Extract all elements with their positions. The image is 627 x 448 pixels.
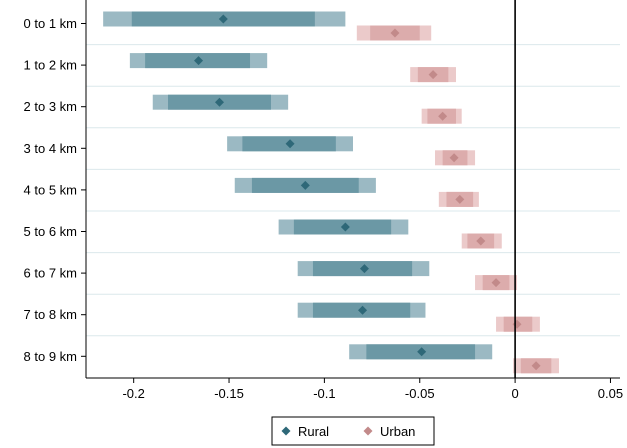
x-tick-label: -0.15 <box>214 386 244 401</box>
urban-estimate-marker <box>390 28 400 38</box>
urban-estimate-marker <box>455 194 465 204</box>
y-tick-label: 4 to 5 km <box>24 182 77 197</box>
rural-estimate-marker <box>194 56 204 66</box>
urban-estimate-marker <box>449 153 459 163</box>
urban-estimate-marker <box>428 70 438 80</box>
urban-estimate-marker <box>491 278 501 288</box>
y-tick-label: 7 to 8 km <box>24 307 77 322</box>
legend-box <box>271 416 435 446</box>
x-tick-label: 0 <box>511 386 518 401</box>
axes: 0 to 1 km 1 to 2 km 2 to 3 km 3 to 4 km 4 to… <box>24 0 623 401</box>
x-tick-label: -0.1 <box>313 386 335 401</box>
x-tick-label: -0.05 <box>405 386 435 401</box>
rural-estimate-marker <box>417 347 427 357</box>
confidence-intervals <box>103 11 559 374</box>
urban-estimate-marker <box>476 236 486 246</box>
y-tick-label: 8 to 9 km <box>24 349 77 364</box>
x-tick-label: 0.05 <box>598 386 623 401</box>
urban-estimate-marker <box>531 361 541 371</box>
rural-legend-label: Rural <box>298 424 329 439</box>
rural-estimate-marker <box>358 305 368 315</box>
rural-estimate-marker <box>359 264 369 274</box>
rural-estimate-marker <box>218 14 228 24</box>
legend: Rural Urban <box>271 416 435 446</box>
gridlines <box>86 44 620 337</box>
rural-estimate-marker <box>300 180 310 190</box>
rural-estimate-marker <box>215 97 224 107</box>
y-tick-label: 3 to 4 km <box>24 141 77 156</box>
rural-legend-marker <box>281 426 291 436</box>
rural-estimate-marker <box>285 139 295 149</box>
y-tick-label: 1 to 2 km <box>24 58 77 73</box>
y-tick-label: 5 to 6 km <box>24 224 77 239</box>
urban-estimate-marker <box>438 111 448 121</box>
y-tick-label: 2 to 3 km <box>24 99 77 114</box>
point-estimates <box>194 14 541 371</box>
y-tick-label: 6 to 7 km <box>24 266 77 281</box>
y-tick-label: 0 to 1 km <box>24 16 77 31</box>
urban-legend-label: Urban <box>380 424 415 439</box>
rural-estimate-marker <box>340 222 350 232</box>
urban-legend-marker <box>363 426 373 436</box>
x-tick-label: -0.2 <box>122 386 144 401</box>
